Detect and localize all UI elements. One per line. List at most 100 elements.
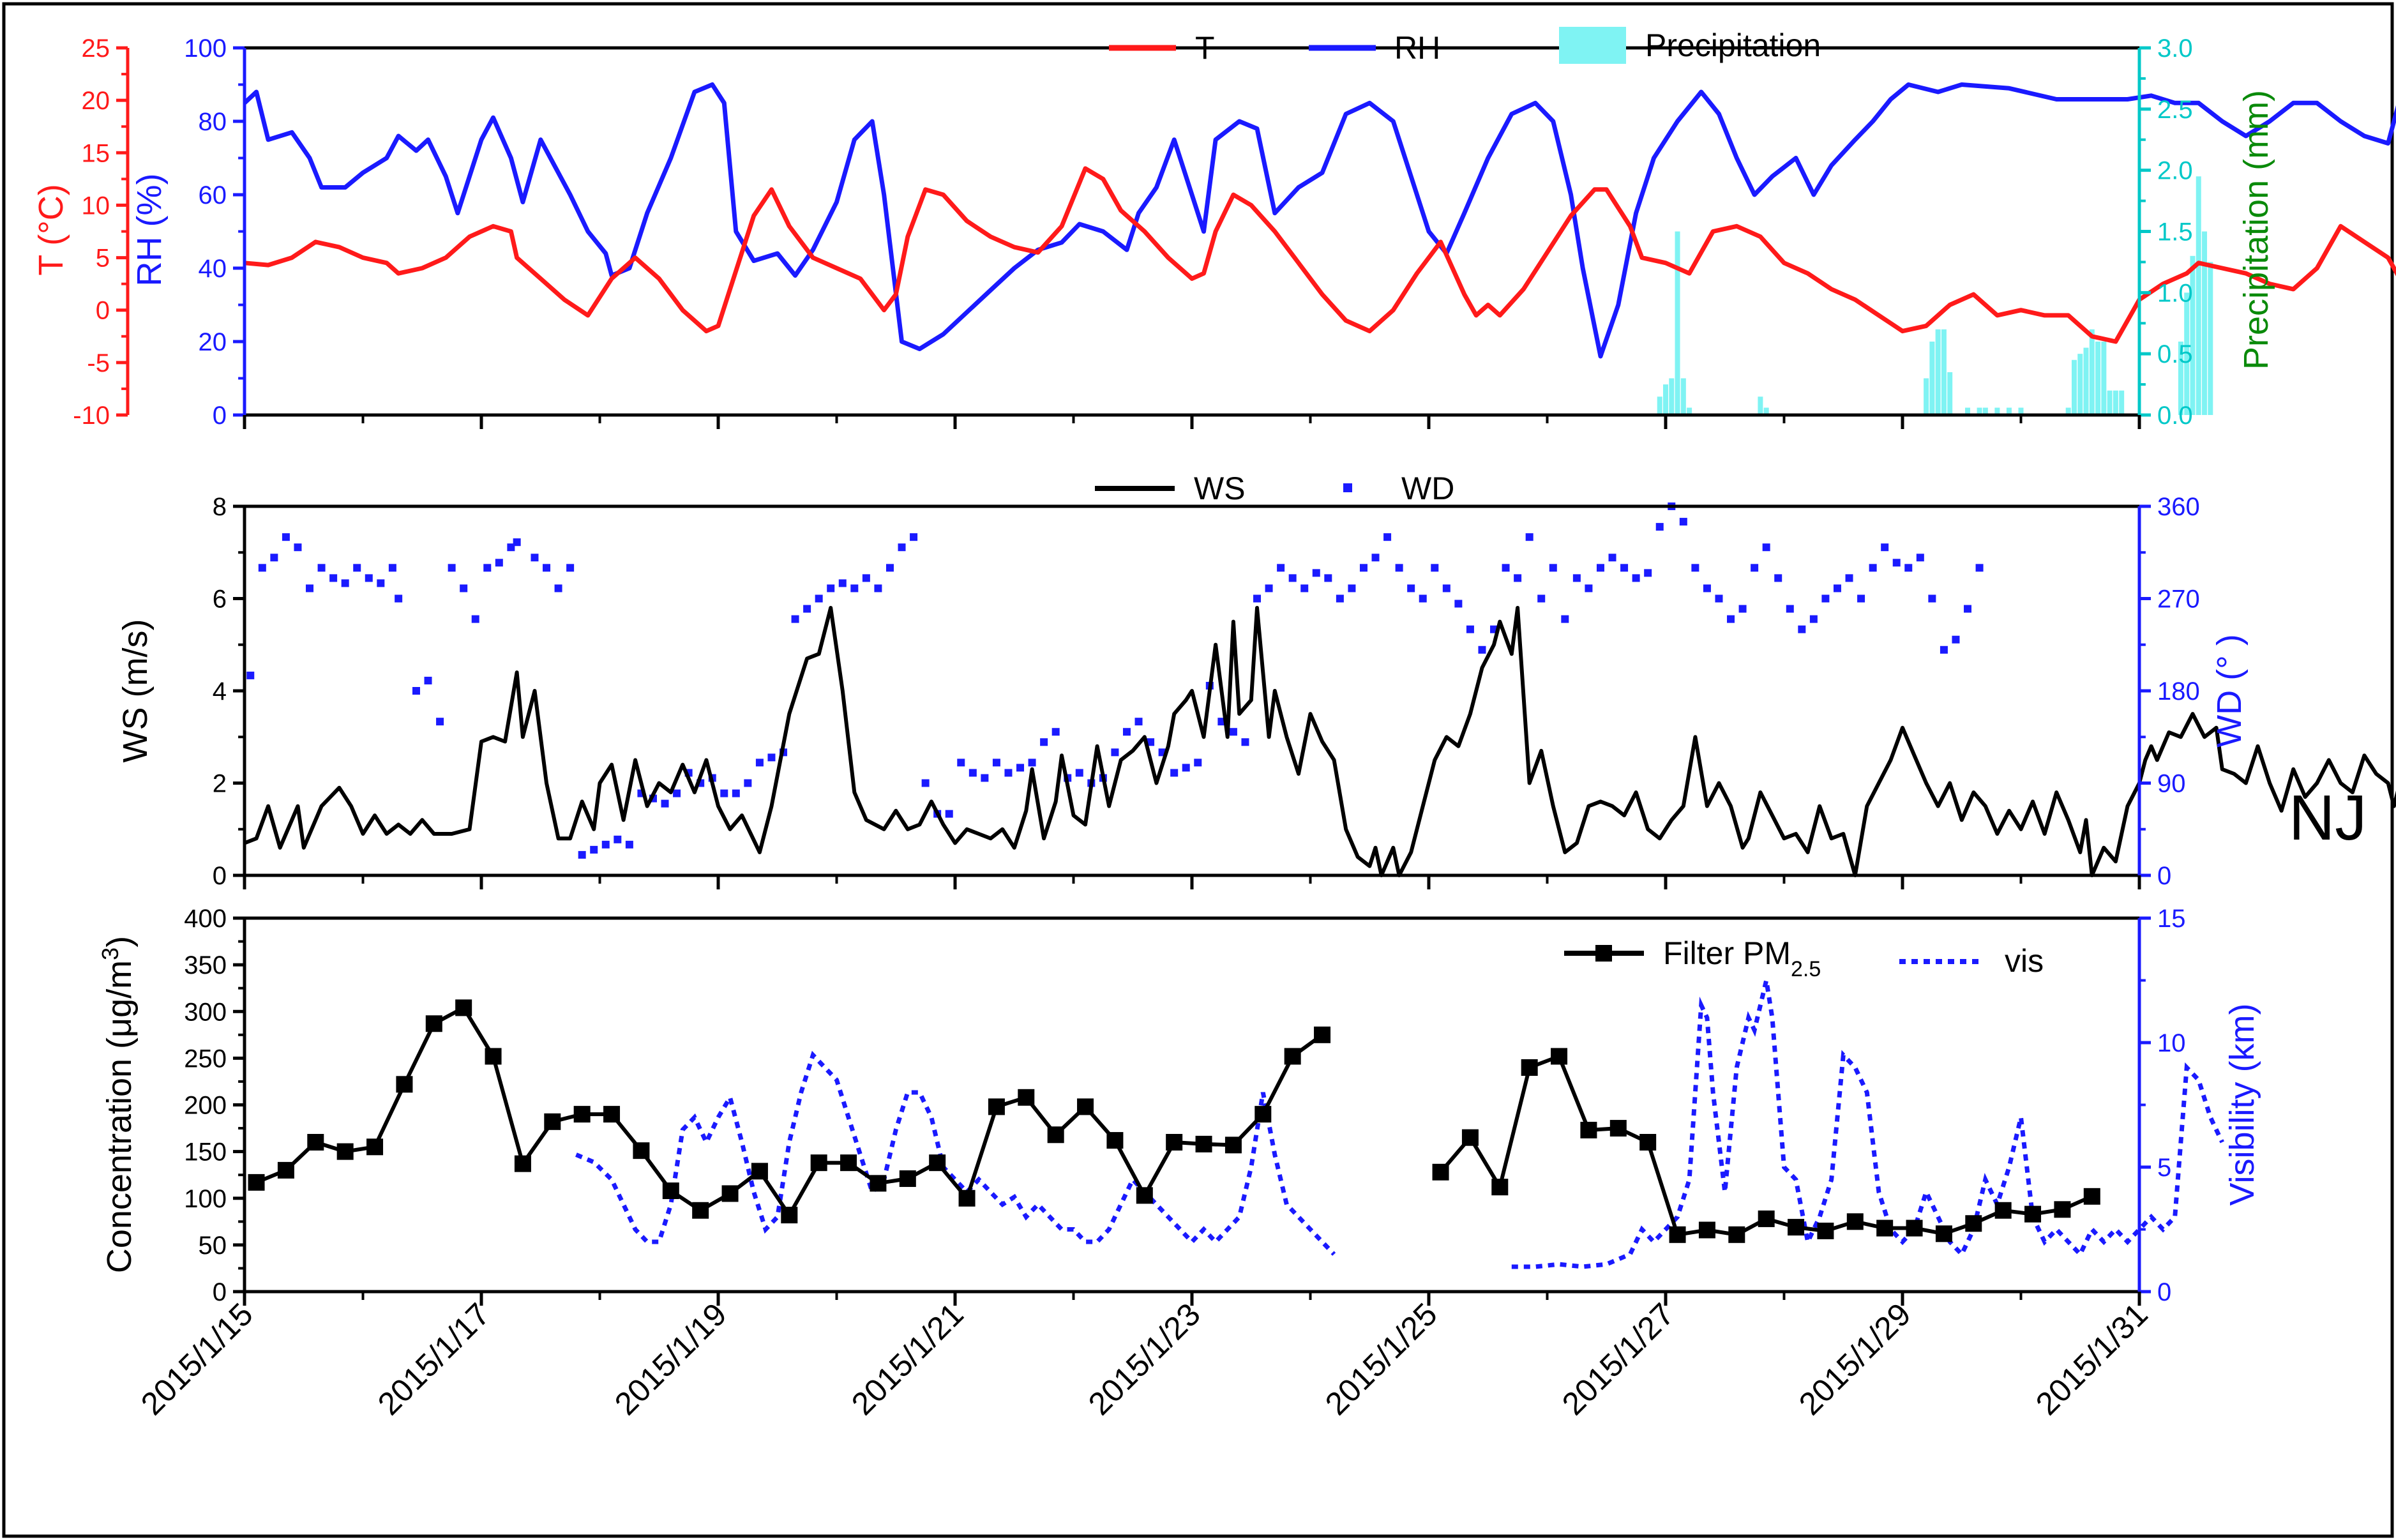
precipitation-bar xyxy=(1687,407,1692,415)
visibility-axis-tick-label: 5 xyxy=(2157,1154,2171,1182)
pm25-marker xyxy=(1224,1136,1242,1154)
precipitation-bar xyxy=(2089,329,2095,415)
legend-vis-label: vis xyxy=(2005,943,2044,979)
precipitation-axis-tick-label: 2.0 xyxy=(2157,157,2193,185)
precipitation-axis-tick-label: 0.5 xyxy=(2157,340,2193,368)
legend-precipitation-label: Precipitation xyxy=(1645,27,1821,63)
t-axis-tick-label: 25 xyxy=(82,34,110,63)
wd-point xyxy=(566,564,575,572)
pm25-marker xyxy=(662,1182,679,1200)
precipitation-bar xyxy=(1965,407,1971,415)
station-label: NJ xyxy=(2289,782,2367,854)
legend-precipitation-swatch xyxy=(1559,27,1626,64)
wd-point xyxy=(258,564,266,572)
wd-axis-tick-label: 180 xyxy=(2157,677,2200,706)
wd-point xyxy=(1016,764,1025,772)
wd-point xyxy=(1727,615,1735,623)
pm25-marker xyxy=(958,1189,976,1207)
pm25-marker xyxy=(1817,1222,1834,1239)
wd-point xyxy=(601,840,610,849)
wd-point xyxy=(1928,594,1936,603)
wd-point xyxy=(270,554,278,562)
wd-point xyxy=(720,789,728,797)
pm25-marker xyxy=(603,1106,621,1123)
wd-point xyxy=(1336,594,1344,603)
wd-axis-tick-label: 360 xyxy=(2157,493,2200,521)
precipitation-bar xyxy=(1977,407,1982,415)
pm25-marker xyxy=(1018,1089,1035,1106)
pm25-marker xyxy=(1136,1187,1153,1204)
wd-point xyxy=(1253,594,1262,603)
precipitation-axis-tick-label: 0.0 xyxy=(2157,402,2193,430)
wd-point xyxy=(1585,584,1593,593)
panel-wind: 0 2 4 6 8 WS (m/s) 0 90 180 270 360 WD (° ) NJ W… xyxy=(116,471,2396,890)
wd-point xyxy=(1134,718,1143,726)
wd-point xyxy=(945,810,953,818)
wd-point xyxy=(1679,518,1687,526)
wd-point xyxy=(1975,564,1984,572)
precipitation-bar xyxy=(1680,378,1686,415)
pm25-marker xyxy=(2083,1188,2100,1205)
wd-point xyxy=(1561,615,1569,623)
vis-line xyxy=(575,979,2224,1269)
wd-point xyxy=(815,594,823,603)
wd-point xyxy=(1715,594,1723,603)
wd-point xyxy=(1122,728,1131,736)
wd-point xyxy=(294,543,302,552)
wd-point xyxy=(1229,728,1237,736)
concentration-axis-tick-label: 0 xyxy=(213,1278,227,1306)
concentration-axis-tick-label: 350 xyxy=(184,951,227,979)
precipitation-bar xyxy=(2113,390,2118,415)
t-axis-tick-label: -10 xyxy=(73,402,110,430)
wd-point xyxy=(1478,645,1486,654)
pm25-marker xyxy=(573,1106,591,1123)
concentration-axis-tick-label: 50 xyxy=(199,1232,227,1260)
pm25-marker xyxy=(1609,1120,1627,1137)
wd-point xyxy=(850,584,859,593)
concentration-axis-tick-label: 100 xyxy=(184,1185,227,1213)
precipitation-axis-tick-label: 2.5 xyxy=(2157,96,2193,124)
pm25-marker xyxy=(1314,1026,1331,1043)
wd-point xyxy=(341,579,349,587)
wd-point xyxy=(483,564,492,572)
pm25-marker xyxy=(1106,1132,1124,1149)
wd-point xyxy=(1881,543,1889,552)
wd-point xyxy=(1774,574,1782,582)
wd-point xyxy=(1395,564,1403,572)
wd-point xyxy=(1170,769,1179,777)
precipitation-axis: 0.0 0.5 1.0 1.5 2.0 2.5 3.0 xyxy=(2137,34,2193,430)
wd-point xyxy=(1703,584,1711,593)
pm25-marker xyxy=(1994,1202,2012,1219)
wd-point xyxy=(1004,769,1013,777)
pm25-marker xyxy=(1521,1059,1538,1076)
wd-point xyxy=(874,584,882,593)
pm25-marker xyxy=(2024,1205,2042,1223)
wd-point xyxy=(957,759,965,767)
legend-meteorology: T RH Precipitation xyxy=(1109,27,1821,66)
pm25-marker xyxy=(485,1048,502,1065)
pm25-marker xyxy=(1255,1106,1272,1123)
precipitation-bar xyxy=(1657,396,1662,415)
wd-point xyxy=(1904,564,1913,572)
pm25-marker xyxy=(1846,1213,1864,1230)
wd-axis-title: WD (° ) xyxy=(2210,634,2249,748)
pm25-marker xyxy=(1491,1179,1509,1196)
legend-ws-label: WS xyxy=(1194,471,1246,506)
ws-axis: 0 2 4 6 8 xyxy=(213,493,246,890)
precipitation-axis-tick-label: 1.5 xyxy=(2157,218,2193,246)
t-axis-tick-label: 10 xyxy=(82,192,110,220)
wd-point xyxy=(1608,554,1616,562)
precipitation-bar xyxy=(2119,390,2125,415)
precipitation-bar xyxy=(2077,354,2083,415)
precipitation-bar xyxy=(2107,390,2113,415)
wd-point xyxy=(1809,615,1818,623)
pm25-marker xyxy=(692,1202,709,1219)
precipitation-bar xyxy=(2006,407,2012,415)
legend-pm-marker xyxy=(1595,945,1612,962)
wd-point xyxy=(1738,605,1747,613)
legend-wd-swatch xyxy=(1343,483,1352,492)
precipitation-bars xyxy=(1657,176,2213,415)
wd-point xyxy=(1419,594,1427,603)
